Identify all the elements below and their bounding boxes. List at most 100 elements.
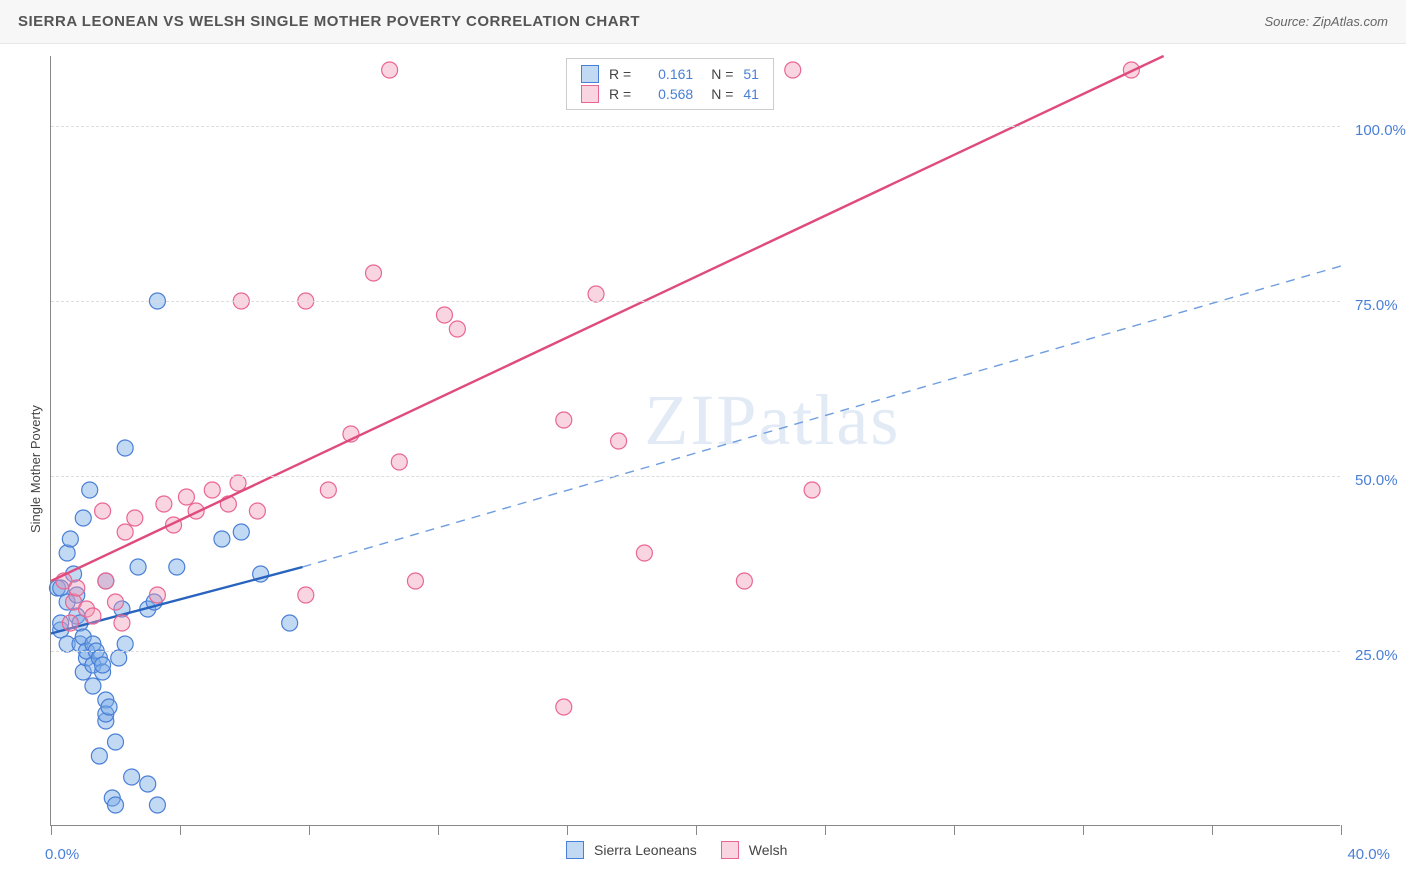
y-axis-label: Single Mother Poverty bbox=[28, 405, 43, 533]
data-point-welsh bbox=[391, 454, 407, 470]
x-tick bbox=[825, 825, 826, 835]
extrapolation-line-sierra_leoneans bbox=[303, 266, 1341, 567]
swatch-sierra_leoneans bbox=[566, 841, 584, 859]
data-point-welsh bbox=[127, 510, 143, 526]
data-point-welsh bbox=[149, 587, 165, 603]
n-value-sierra_leoneans: 51 bbox=[743, 66, 759, 82]
x-origin-label: 0.0% bbox=[45, 846, 79, 863]
regression-line-sierra_leoneans bbox=[51, 567, 303, 634]
legend-item-sierra_leoneans: Sierra Leoneans bbox=[566, 840, 697, 860]
data-point-welsh bbox=[117, 524, 133, 540]
data-point-welsh bbox=[556, 699, 572, 715]
data-point-sierra_leoneans bbox=[85, 678, 101, 694]
n-value-welsh: 41 bbox=[743, 86, 759, 102]
data-point-sierra_leoneans bbox=[214, 531, 230, 547]
n-label: N = bbox=[711, 86, 733, 102]
data-point-welsh bbox=[178, 489, 194, 505]
swatch-sierra_leoneans bbox=[581, 65, 599, 83]
data-point-sierra_leoneans bbox=[117, 440, 133, 456]
data-point-sierra_leoneans bbox=[233, 524, 249, 540]
legend-label-sierra_leoneans: Sierra Leoneans bbox=[594, 842, 697, 858]
data-point-welsh bbox=[204, 482, 220, 498]
y-tick-label: 50.0% bbox=[1355, 472, 1398, 489]
data-point-welsh bbox=[436, 307, 452, 323]
r-label: R = bbox=[609, 86, 631, 102]
x-tick bbox=[567, 825, 568, 835]
x-tick bbox=[180, 825, 181, 835]
data-point-sierra_leoneans bbox=[108, 734, 124, 750]
legend-label-welsh: Welsh bbox=[749, 842, 788, 858]
legend-row-sierra_leoneans: R =0.161N =51 bbox=[581, 64, 759, 84]
data-point-welsh bbox=[785, 62, 801, 78]
x-tick bbox=[1083, 825, 1084, 835]
data-point-welsh bbox=[98, 573, 114, 589]
data-point-sierra_leoneans bbox=[75, 510, 91, 526]
data-point-welsh bbox=[804, 482, 820, 498]
x-max-label: 40.0% bbox=[1347, 846, 1390, 863]
data-point-sierra_leoneans bbox=[140, 776, 156, 792]
data-point-welsh bbox=[736, 573, 752, 589]
data-point-sierra_leoneans bbox=[149, 797, 165, 813]
x-tick bbox=[1212, 825, 1213, 835]
data-point-welsh bbox=[407, 573, 423, 589]
source-label: Source: ZipAtlas.com bbox=[1264, 14, 1388, 29]
data-point-welsh bbox=[85, 608, 101, 624]
data-point-sierra_leoneans bbox=[108, 797, 124, 813]
data-point-sierra_leoneans bbox=[101, 699, 117, 715]
data-point-welsh bbox=[249, 503, 265, 519]
plot-area: ZIPatlas 25.0%50.0%75.0%100.0%0.0%40.0% bbox=[50, 56, 1340, 826]
x-tick bbox=[954, 825, 955, 835]
data-point-sierra_leoneans bbox=[82, 482, 98, 498]
data-point-welsh bbox=[62, 615, 78, 631]
swatch-welsh bbox=[581, 85, 599, 103]
swatch-welsh bbox=[721, 841, 739, 859]
data-point-sierra_leoneans bbox=[91, 748, 107, 764]
gridline bbox=[51, 126, 1340, 127]
chart-container: SIERRA LEONEAN VS WELSH SINGLE MOTHER PO… bbox=[0, 0, 1406, 892]
data-point-welsh bbox=[230, 475, 246, 491]
gridline bbox=[51, 651, 1340, 652]
data-point-sierra_leoneans bbox=[124, 769, 140, 785]
data-point-welsh bbox=[366, 265, 382, 281]
data-point-sierra_leoneans bbox=[59, 545, 75, 561]
y-tick-label: 100.0% bbox=[1355, 122, 1406, 139]
data-point-welsh bbox=[588, 286, 604, 302]
legend-item-welsh: Welsh bbox=[721, 840, 788, 860]
x-tick bbox=[51, 825, 52, 835]
x-tick bbox=[438, 825, 439, 835]
chart-title: SIERRA LEONEAN VS WELSH SINGLE MOTHER PO… bbox=[18, 13, 640, 30]
data-point-welsh bbox=[636, 545, 652, 561]
correlation-legend: R =0.161N =51R =0.568N =41 bbox=[566, 58, 774, 110]
r-label: R = bbox=[609, 66, 631, 82]
gridline bbox=[51, 301, 1340, 302]
data-point-sierra_leoneans bbox=[169, 559, 185, 575]
data-point-welsh bbox=[556, 412, 572, 428]
data-point-welsh bbox=[95, 503, 111, 519]
n-label: N = bbox=[711, 66, 733, 82]
data-point-welsh bbox=[449, 321, 465, 337]
scatter-svg bbox=[51, 56, 1341, 826]
title-bar: SIERRA LEONEAN VS WELSH SINGLE MOTHER PO… bbox=[0, 0, 1406, 44]
r-value-welsh: 0.568 bbox=[641, 86, 693, 102]
data-point-welsh bbox=[69, 580, 85, 596]
regression-line-welsh bbox=[51, 56, 1164, 581]
x-tick bbox=[309, 825, 310, 835]
data-point-sierra_leoneans bbox=[282, 615, 298, 631]
data-point-sierra_leoneans bbox=[95, 657, 111, 673]
y-tick-label: 75.0% bbox=[1355, 297, 1398, 314]
data-point-welsh bbox=[320, 482, 336, 498]
x-tick bbox=[1341, 825, 1342, 835]
data-point-sierra_leoneans bbox=[117, 636, 133, 652]
y-tick-label: 25.0% bbox=[1355, 647, 1398, 664]
data-point-welsh bbox=[382, 62, 398, 78]
data-point-welsh bbox=[611, 433, 627, 449]
x-tick bbox=[696, 825, 697, 835]
data-point-welsh bbox=[114, 615, 130, 631]
series-legend: Sierra Leoneans Welsh bbox=[566, 840, 787, 860]
gridline bbox=[51, 476, 1340, 477]
data-point-welsh bbox=[298, 587, 314, 603]
legend-row-welsh: R = 0.568 N = 41 bbox=[581, 84, 759, 104]
data-point-sierra_leoneans bbox=[62, 531, 78, 547]
data-point-welsh bbox=[108, 594, 124, 610]
data-point-sierra_leoneans bbox=[130, 559, 146, 575]
